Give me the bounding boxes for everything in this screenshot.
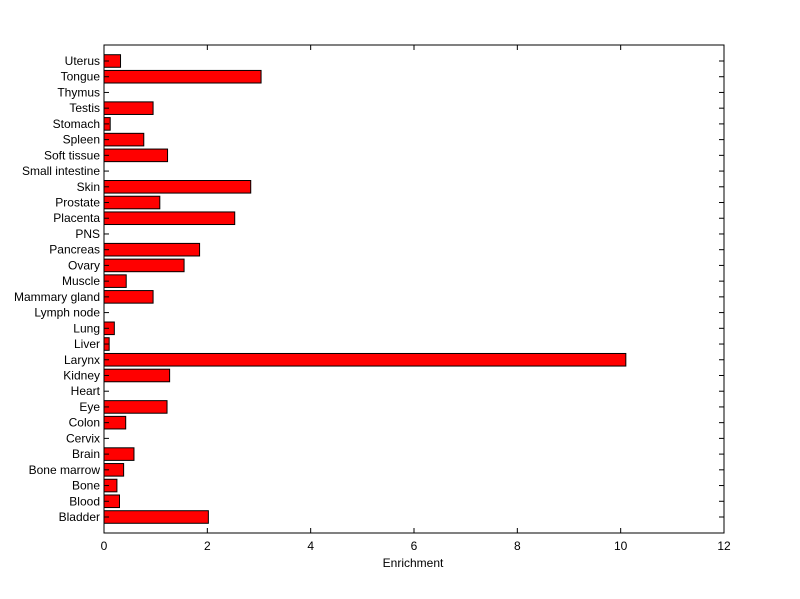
y-tick-label: Blood [69, 494, 100, 508]
y-tick-label: Testis [69, 101, 100, 115]
x-axis-title: Enrichment [383, 556, 444, 570]
y-tick-label: Skin [77, 180, 100, 194]
y-tick-label: Soft tissue [44, 148, 100, 162]
y-tick-label: Pancreas [49, 243, 100, 257]
bar-prostate [103, 195, 161, 210]
bar-pancreas [103, 242, 201, 257]
y-tick-label: Cervix [66, 431, 100, 445]
bar-placenta [103, 211, 236, 226]
bar-kidney [103, 368, 171, 383]
x-tick-label: 10 [614, 539, 628, 553]
bar-ovary [103, 258, 185, 273]
x-tick-label: 0 [101, 539, 108, 553]
bar-spleen [103, 132, 145, 147]
y-tick-label: Tongue [61, 70, 101, 84]
y-tick-label: Prostate [55, 196, 100, 210]
plot-frame [103, 44, 725, 534]
y-tick-label: Stomach [53, 117, 100, 131]
y-tick-label: PNS [75, 227, 100, 241]
y-tick-label: Mammary gland [14, 290, 100, 304]
y-tick-label: Liver [74, 337, 100, 351]
y-tick-label: Lymph node [34, 306, 100, 320]
bar-larynx [103, 352, 627, 367]
y-tick-label: Bone [72, 479, 100, 493]
bar-testis [103, 101, 154, 115]
x-tick-label: 8 [514, 539, 521, 553]
bar-eye [103, 400, 168, 414]
y-tick-label: Bladder [59, 510, 100, 524]
y-tick-label: Lung [73, 321, 100, 335]
y-tick-label: Brain [72, 447, 100, 461]
bar-skin [103, 180, 252, 194]
y-tick-label: Bone marrow [29, 463, 101, 477]
y-tick-label: Colon [69, 416, 100, 430]
x-ticks-group: 0 2 4 6 8 10 12 [101, 45, 731, 553]
y-tick-label: Uterus [65, 54, 100, 68]
bar-tongue [103, 69, 262, 84]
x-tick-label: 12 [717, 539, 731, 553]
y-tick-label: Ovary [68, 258, 100, 272]
bar-mammary-gland [103, 290, 154, 304]
x-tick-label: 6 [411, 539, 418, 553]
plot-area [104, 45, 724, 533]
bar-soft-tissue [103, 148, 169, 163]
y-tick-label: Thymus [57, 85, 100, 99]
y-tick-label: Spleen [63, 133, 100, 147]
x-tick-label: 2 [204, 539, 211, 553]
x-tick-label: 4 [307, 539, 314, 553]
y-tick-label: Heart [71, 384, 101, 398]
y-tick-label: Eye [79, 400, 100, 414]
y-tick-label: Placenta [53, 211, 100, 225]
y-tick-label: Muscle [62, 274, 100, 288]
bar-bladder [103, 510, 209, 524]
y-tick-label: Larynx [64, 353, 100, 367]
y-tick-label: Kidney [63, 368, 100, 382]
y-tick-label: Small intestine [22, 164, 100, 178]
